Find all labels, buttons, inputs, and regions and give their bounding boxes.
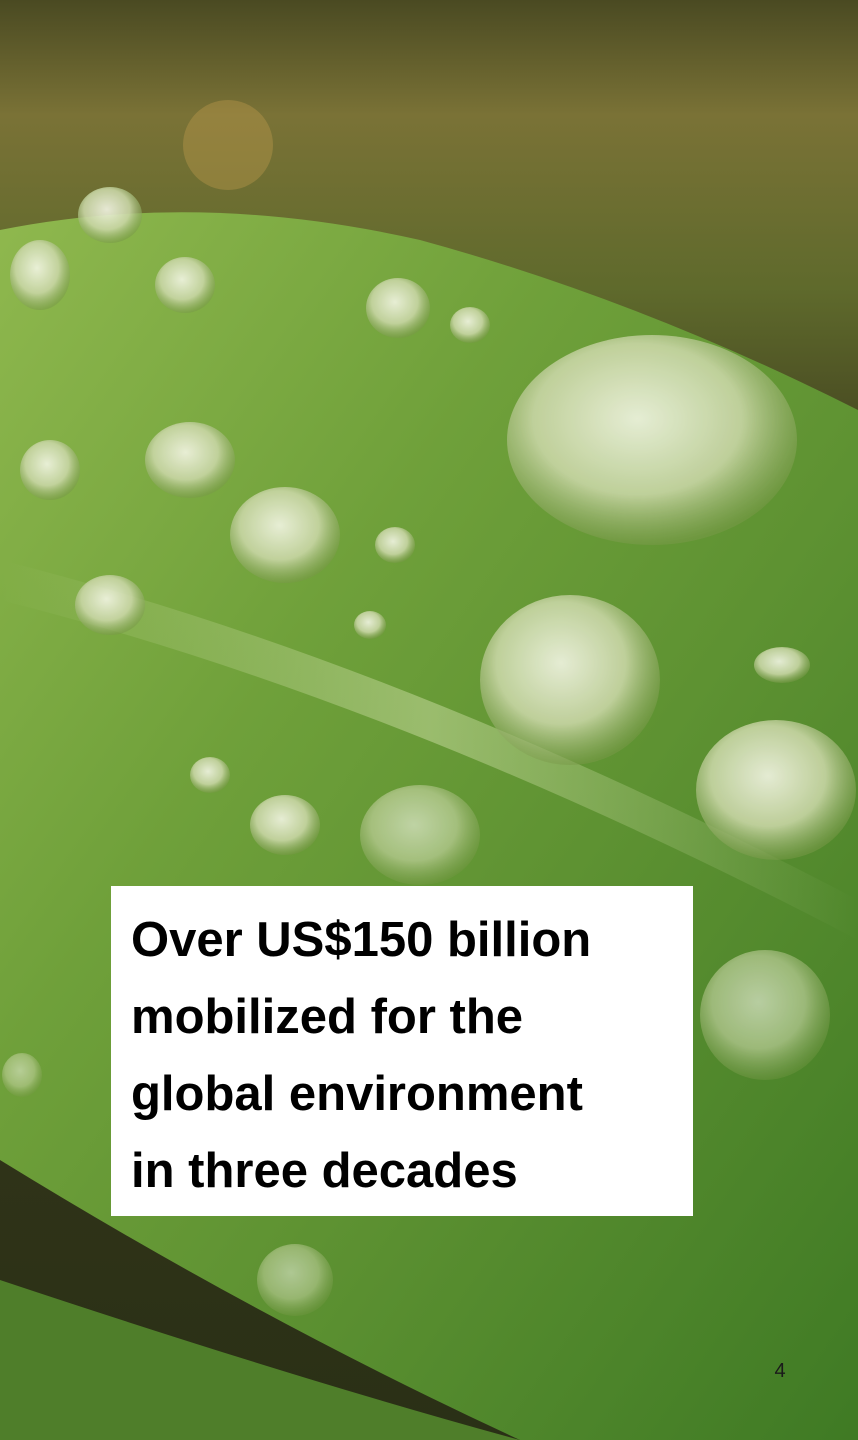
headline-line: global environment (131, 1067, 583, 1121)
headline-line: mobilized for the (131, 990, 523, 1044)
page-number: 4 (774, 1360, 786, 1382)
headline-line: Over US$150 billion (131, 913, 592, 967)
headline-line: in three decades (131, 1144, 518, 1198)
headline-box: Over US$150 billion mobilized for the gl… (111, 886, 693, 1216)
